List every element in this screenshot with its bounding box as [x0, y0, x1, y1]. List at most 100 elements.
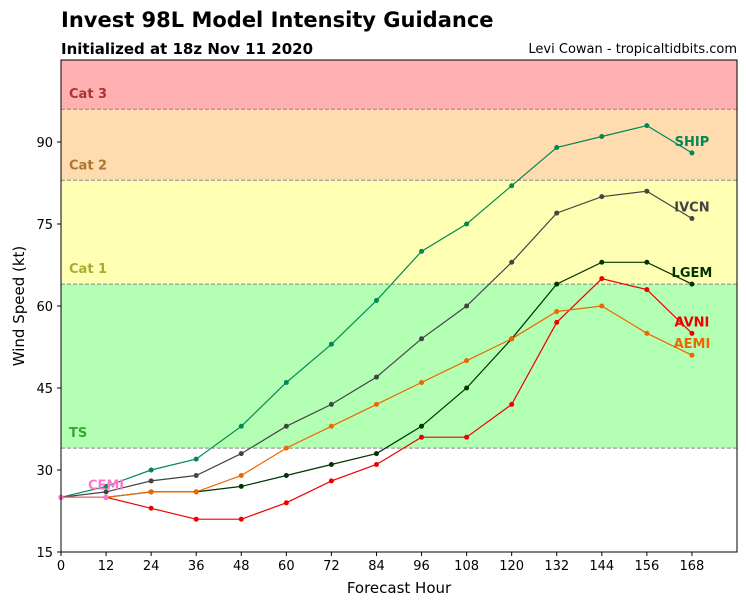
- credit-text: Levi Cowan - tropicaltidbits.com: [528, 42, 737, 57]
- band-cat-1: [61, 180, 737, 285]
- data-point-ship: [599, 134, 605, 140]
- data-point-ship: [419, 248, 425, 254]
- chart-subtitle: Initialized at 18z Nov 11 2020: [61, 40, 314, 58]
- data-point-ivcn: [328, 401, 334, 407]
- data-point-aemi: [193, 489, 199, 495]
- data-point-avni: [328, 478, 334, 484]
- series-label-lgem: LGEM: [672, 266, 713, 281]
- x-tick-label: 96: [413, 559, 430, 574]
- x-tick-label: 36: [188, 559, 205, 574]
- data-point-avni: [148, 505, 154, 511]
- x-axis-label: Forecast Hour: [347, 579, 452, 597]
- series-points: [58, 123, 695, 522]
- x-axis-ticks: 0 12 24 36 48 60 72 84 96 108 120 132 144 156 168: [57, 552, 704, 574]
- data-point-ship: [193, 456, 199, 462]
- category-boundaries: [61, 108, 737, 449]
- data-point-ivcn: [599, 194, 605, 200]
- data-point-ship: [283, 380, 289, 386]
- y-axis-label: Wind Speed (kt): [10, 246, 28, 367]
- data-point-ship: [373, 298, 379, 304]
- y-tick-label: 75: [36, 218, 53, 233]
- band-label-cat-3: Cat 3: [69, 87, 107, 102]
- data-point-ivcn: [103, 489, 109, 495]
- data-point-ship: [689, 150, 695, 156]
- data-point-aemi: [373, 401, 379, 407]
- y-tick-label: 30: [36, 464, 53, 479]
- data-point-avni: [419, 434, 425, 440]
- band-below-ts: [61, 448, 737, 552]
- data-point-ship: [464, 221, 470, 227]
- data-point-ivcn: [373, 374, 379, 380]
- data-point-aemi: [644, 330, 650, 336]
- data-point-ivcn: [238, 451, 244, 457]
- data-point-lgem: [373, 451, 379, 457]
- x-tick-label: 60: [278, 559, 295, 574]
- data-point-ivcn: [193, 472, 199, 478]
- data-point-aemi: [283, 445, 289, 451]
- series-label-aemi: AEMI: [674, 337, 711, 352]
- data-point-avni: [509, 401, 515, 407]
- data-point-aemi: [328, 423, 334, 429]
- data-point-ship: [644, 123, 650, 129]
- series-label-ship: SHIP: [675, 135, 710, 150]
- y-axis-ticks: 15 30 45 60 75 90: [36, 136, 61, 561]
- x-tick-label: 168: [680, 559, 705, 574]
- data-point-ivcn: [148, 478, 154, 484]
- data-point-aemi: [148, 489, 154, 495]
- data-point-aemi: [464, 358, 470, 364]
- y-tick-label: 15: [36, 546, 53, 561]
- data-point-ship: [554, 144, 560, 150]
- data-point-aemi: [238, 472, 244, 478]
- x-tick-label: 156: [634, 559, 659, 574]
- series-label-ivcn: IVCN: [674, 201, 709, 216]
- data-point-lgem: [238, 483, 244, 489]
- y-tick-label: 60: [36, 300, 53, 315]
- band-ts: [61, 284, 737, 449]
- x-tick-label: 24: [143, 559, 160, 574]
- data-point-lgem: [554, 281, 560, 287]
- data-point-lgem: [464, 385, 470, 391]
- series-labels: SHIP IVCN LGEM AVNI AEMI CEMI: [88, 135, 712, 493]
- data-point-aemi: [509, 336, 515, 342]
- data-point-avni: [689, 330, 695, 336]
- y-tick-label: 45: [36, 382, 53, 397]
- x-tick-label: 120: [499, 559, 524, 574]
- data-point-ivcn: [419, 336, 425, 342]
- data-point-ivcn: [509, 259, 515, 265]
- band-cat-2: [61, 109, 737, 181]
- data-point-avni: [193, 516, 199, 522]
- band-label-cat-2: Cat 2: [69, 158, 107, 173]
- data-point-aemi: [419, 380, 425, 386]
- chart-title: Invest 98L Model Intensity Guidance: [61, 8, 494, 32]
- data-point-lgem: [283, 472, 289, 478]
- x-tick-label: 108: [454, 559, 479, 574]
- data-point-cemi: [103, 494, 109, 500]
- x-tick-label: 144: [589, 559, 614, 574]
- band-cat-3: [61, 60, 737, 110]
- data-point-lgem: [689, 281, 695, 287]
- data-point-ship: [148, 467, 154, 473]
- data-point-ship: [238, 423, 244, 429]
- data-point-avni: [283, 500, 289, 506]
- data-point-avni: [644, 287, 650, 293]
- data-point-ship: [328, 341, 334, 347]
- series-label-avni: AVNI: [674, 315, 709, 330]
- data-point-ship: [509, 183, 515, 189]
- data-point-ivcn: [464, 303, 470, 309]
- data-point-avni: [464, 434, 470, 440]
- data-point-lgem: [419, 423, 425, 429]
- x-tick-label: 0: [57, 559, 65, 574]
- data-point-ivcn: [554, 210, 560, 216]
- data-point-lgem: [644, 259, 650, 265]
- y-tick-label: 90: [36, 136, 53, 151]
- data-point-avni: [238, 516, 244, 522]
- data-point-ivcn: [644, 188, 650, 194]
- data-point-ship: [103, 483, 109, 489]
- x-tick-label: 132: [544, 559, 569, 574]
- data-point-avni: [599, 276, 605, 282]
- band-label-ts: TS: [69, 426, 87, 441]
- series-label-cemi: CEMI: [88, 478, 124, 493]
- band-label-cat-1: Cat 1: [69, 262, 107, 277]
- x-tick-label: 72: [323, 559, 340, 574]
